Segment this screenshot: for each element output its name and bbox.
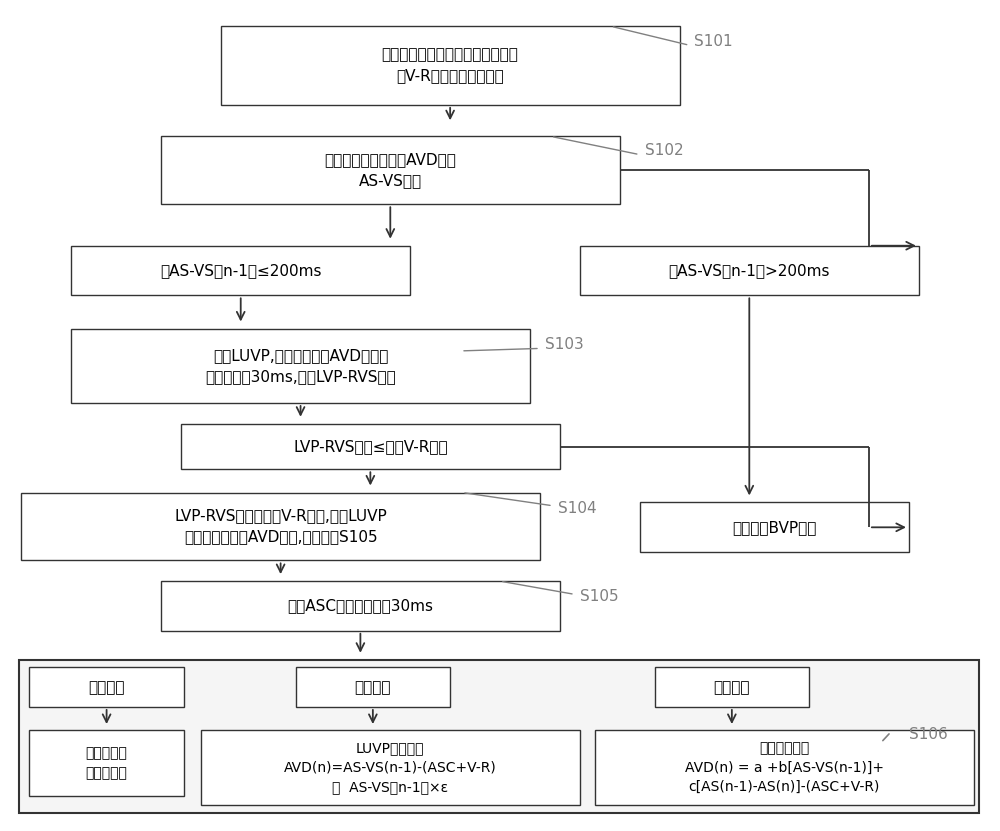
- Text: S103: S103: [545, 337, 584, 352]
- FancyBboxPatch shape: [655, 667, 809, 707]
- FancyBboxPatch shape: [201, 730, 580, 804]
- FancyBboxPatch shape: [181, 424, 560, 470]
- Text: S102: S102: [645, 143, 683, 158]
- Text: 采集房早模板
AVD(n) = a +b[AS-VS(n-1)]+
c[AS(n-1)-AS(n)]-(ASC+V-R): 采集房早模板 AVD(n) = a +b[AS-VS(n-1)]+ c[AS(n…: [685, 741, 884, 794]
- Text: LVP-RVS间期≤优化V-R间期: LVP-RVS间期≤优化V-R间期: [293, 439, 448, 454]
- FancyBboxPatch shape: [161, 136, 620, 204]
- Text: 窦性心律: 窦性心律: [355, 680, 391, 695]
- Text: 测定ASC或选择默认值30ms: 测定ASC或选择默认值30ms: [287, 598, 433, 613]
- Text: S105: S105: [580, 588, 618, 603]
- FancyBboxPatch shape: [71, 246, 410, 295]
- Text: 启动标准BVP程序: 启动标准BVP程序: [732, 520, 816, 535]
- Text: LVP-RVS间期＞优化V-R间期,启动LUVP
逐跳跟踪生理性AVD程序,进入步骤S105: LVP-RVS间期＞优化V-R间期,启动LUVP 逐跳跟踪生理性AVD程序,进入…: [174, 509, 387, 544]
- FancyBboxPatch shape: [595, 730, 974, 804]
- Text: 房性早搏: 房性早搏: [714, 680, 750, 695]
- FancyBboxPatch shape: [161, 581, 560, 631]
- FancyBboxPatch shape: [580, 246, 919, 295]
- FancyBboxPatch shape: [221, 27, 680, 105]
- FancyBboxPatch shape: [296, 667, 450, 707]
- Text: 程控LUVP,临时自动设置AVD为可程
控的最小值30ms,测定LVP-RVS间期: 程控LUVP,临时自动设置AVD为可程 控的最小值30ms,测定LVP-RVS间…: [205, 348, 396, 384]
- FancyBboxPatch shape: [19, 660, 979, 813]
- FancyBboxPatch shape: [29, 667, 184, 707]
- FancyBboxPatch shape: [640, 503, 909, 552]
- Text: LUVP逐跳跟踪
AVD(n)=AS-VS(n-1)-(ASC+V-R)
或  AS-VS（n-1）×ε: LUVP逐跳跟踪 AVD(n)=AS-VS(n-1)-(ASC+V-R) 或 A…: [284, 741, 497, 794]
- FancyBboxPatch shape: [21, 493, 540, 560]
- Text: 室性早搏: 室性早搏: [88, 680, 125, 695]
- Text: 如AS-VS（n-1）>200ms: 如AS-VS（n-1）>200ms: [669, 263, 830, 278]
- FancyBboxPatch shape: [71, 328, 530, 403]
- Text: S106: S106: [909, 727, 948, 742]
- Text: 心超优化获得左室需优先右室的优
化V-R间期或选择经验值: 心超优化获得左室需优先右室的优 化V-R间期或选择经验值: [382, 47, 519, 84]
- FancyBboxPatch shape: [29, 730, 184, 796]
- Text: 起搏器程序自动延长AVD测定
AS-VS间期: 起搏器程序自动延长AVD测定 AS-VS间期: [324, 152, 456, 189]
- Text: S104: S104: [558, 501, 596, 516]
- Text: 如AS-VS（n-1）≤200ms: 如AS-VS（n-1）≤200ms: [160, 263, 321, 278]
- Text: 右室感知触
发左室起搏: 右室感知触 发左室起搏: [86, 746, 128, 780]
- Text: S101: S101: [694, 33, 733, 49]
